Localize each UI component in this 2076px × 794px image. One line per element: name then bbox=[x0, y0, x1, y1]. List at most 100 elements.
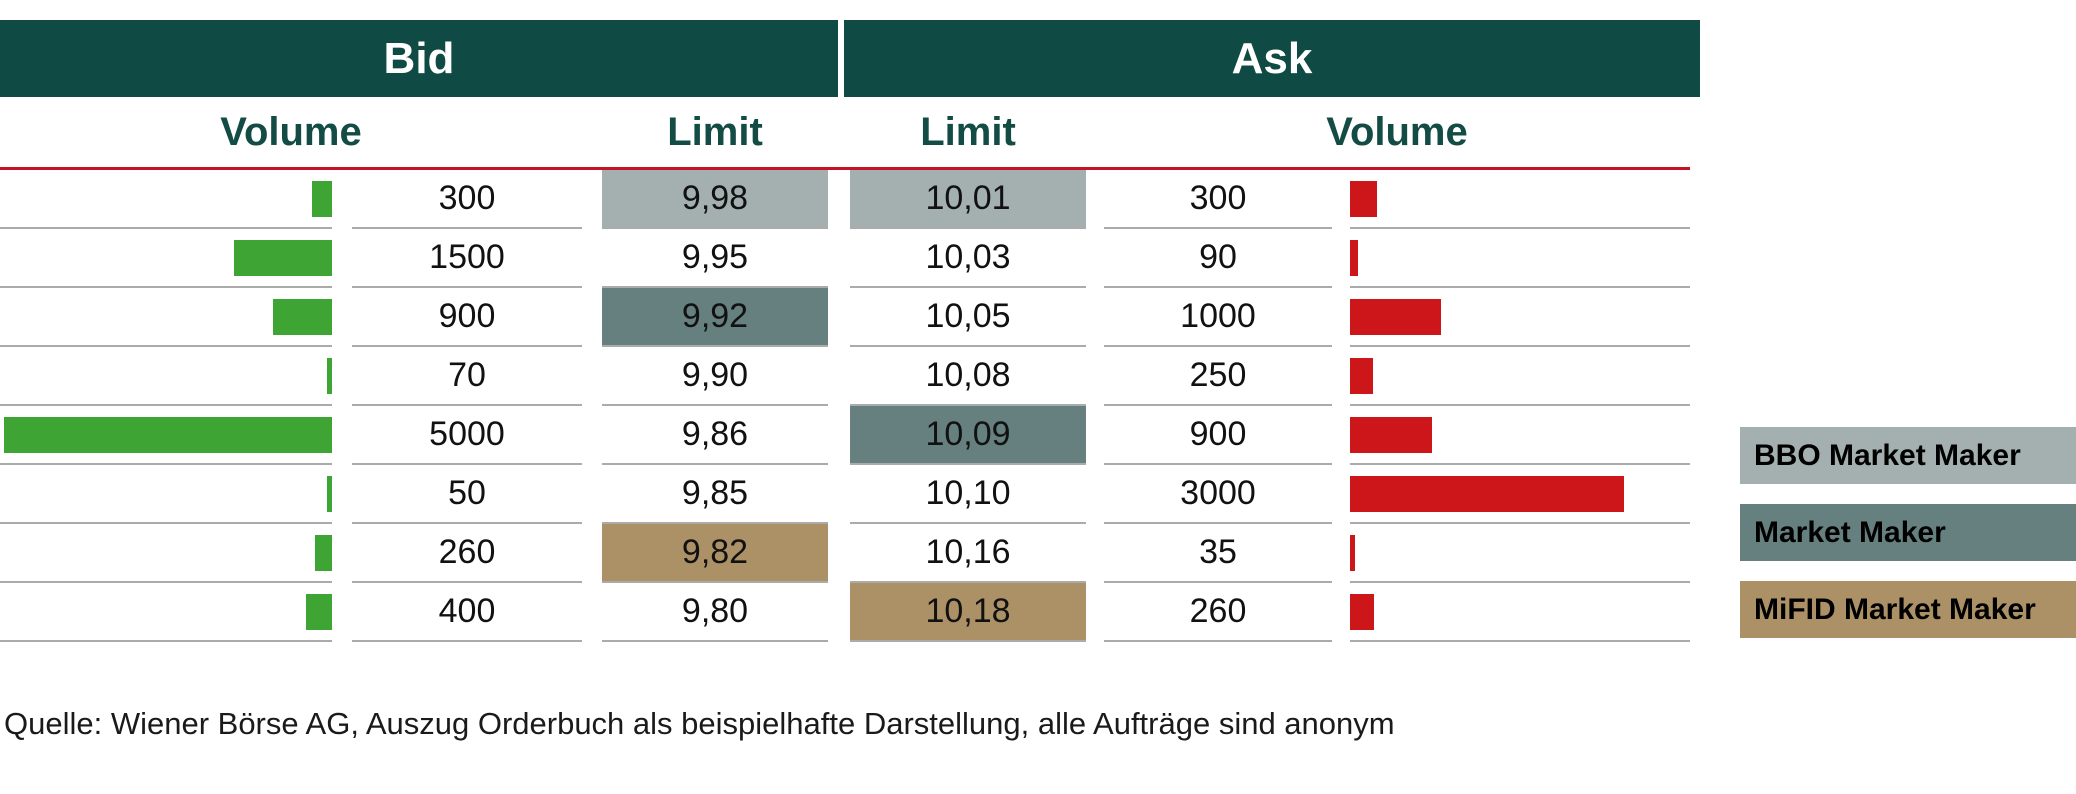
bid-limit-text: 9,95 bbox=[681, 238, 749, 276]
ask-volume-value: 260 bbox=[1104, 583, 1332, 642]
bid-limit-cell: 9,80 bbox=[602, 583, 828, 642]
ask-volume-bar-cell bbox=[1350, 170, 1690, 229]
ask-volume-bar bbox=[1350, 534, 1355, 571]
ask-volume-bar bbox=[1350, 298, 1441, 335]
ask-limit-cell: 10,01 bbox=[850, 170, 1086, 229]
bid-volume-value: 1500 bbox=[352, 229, 582, 288]
market-maker-legend: BBO Market Maker Market Maker MiFID Market… bbox=[1740, 427, 2076, 658]
ask-header-label: Ask bbox=[1231, 33, 1313, 83]
ask-limit-cell: 10,05 bbox=[850, 288, 1086, 347]
ask-volume-bar bbox=[1350, 593, 1374, 630]
legend-item-mifid: MiFID Market Maker bbox=[1740, 581, 2076, 638]
bid-volume-text: 70 bbox=[448, 356, 486, 394]
ask-volume-value: 3000 bbox=[1104, 465, 1332, 524]
legend-label-bbo: BBO Market Maker bbox=[1754, 438, 2021, 472]
ask-limit-text: 10,18 bbox=[925, 592, 1011, 630]
bid-limit-text: 9,86 bbox=[681, 415, 749, 453]
bid-volume-bar bbox=[306, 593, 332, 630]
ask-limit-cell: 10,08 bbox=[850, 347, 1086, 406]
bid-volume-text: 300 bbox=[438, 179, 496, 217]
bid-volume-bar bbox=[315, 534, 332, 571]
bid-limit-cell: 9,90 bbox=[602, 347, 828, 406]
ask-limit-text: 10,03 bbox=[925, 238, 1011, 276]
bid-limit-text: 9,98 bbox=[681, 179, 749, 217]
bid-volume-text: 900 bbox=[438, 297, 496, 335]
bid-header-bar: Bid bbox=[0, 20, 838, 97]
bid-volume-text: 260 bbox=[438, 533, 496, 571]
bid-volume-value: 400 bbox=[352, 583, 582, 642]
bid-volume-bar-cell bbox=[0, 583, 332, 642]
ask-volume-bar bbox=[1350, 475, 1624, 512]
orderbook-row: 1500 9,95 10,03 90 bbox=[0, 229, 1700, 288]
ask-limit-cell: 10,09 bbox=[850, 406, 1086, 465]
orderbook-table: Bid Ask Volume Limit Limit Volume 300 9,9… bbox=[0, 20, 1700, 642]
orderbook-row: 5000 9,86 10,09 900 bbox=[0, 406, 1700, 465]
bid-volume-bar-cell bbox=[0, 406, 332, 465]
legend-item-mm: Market Maker bbox=[1740, 504, 2076, 561]
bid-limit-cell: 9,95 bbox=[602, 229, 828, 288]
ask-limit-column-header: Limit bbox=[920, 109, 1016, 154]
orderbook-row: 50 9,85 10,10 3000 bbox=[0, 465, 1700, 524]
ask-volume-text: 260 bbox=[1189, 592, 1247, 630]
ask-volume-bar-cell bbox=[1350, 229, 1690, 288]
bid-limit-cell: 9,82 bbox=[602, 524, 828, 583]
bid-volume-text: 400 bbox=[438, 592, 496, 630]
bid-volume-bar bbox=[312, 180, 332, 217]
ask-limit-cell: 10,10 bbox=[850, 465, 1086, 524]
ask-volume-text: 35 bbox=[1199, 533, 1237, 571]
ask-volume-bar-cell bbox=[1350, 465, 1690, 524]
orderbook-header: Bid Ask bbox=[0, 20, 1700, 97]
red-divider-line bbox=[0, 167, 1690, 170]
ask-volume-bar-cell bbox=[1350, 524, 1690, 583]
bid-volume-value: 5000 bbox=[352, 406, 582, 465]
legend-item-bbo: BBO Market Maker bbox=[1740, 427, 2076, 484]
ask-volume-text: 3000 bbox=[1180, 474, 1256, 512]
ask-limit-cell: 10,16 bbox=[850, 524, 1086, 583]
ask-volume-text: 300 bbox=[1189, 179, 1247, 217]
orderbook-subheader: Volume Limit Limit Volume bbox=[0, 97, 1700, 167]
bid-volume-bar bbox=[327, 475, 332, 512]
bid-volume-bar-cell bbox=[0, 170, 332, 229]
orderbook-row: 260 9,82 10,16 35 bbox=[0, 524, 1700, 583]
source-note: Quelle: Wiener Börse AG, Auszug Orderbuc… bbox=[4, 706, 1395, 741]
ask-volume-bar-cell bbox=[1350, 406, 1690, 465]
ask-volume-text: 90 bbox=[1199, 238, 1237, 276]
ask-limit-cell: 10,03 bbox=[850, 229, 1086, 288]
bid-limit-text: 9,92 bbox=[681, 297, 749, 335]
ask-volume-value: 900 bbox=[1104, 406, 1332, 465]
ask-volume-bar-cell bbox=[1350, 288, 1690, 347]
bid-volume-bar-cell bbox=[0, 465, 332, 524]
ask-volume-bar bbox=[1350, 180, 1377, 217]
bid-volume-bar bbox=[273, 298, 332, 335]
bid-volume-value: 900 bbox=[352, 288, 582, 347]
bid-limit-text: 9,90 bbox=[681, 356, 749, 394]
ask-volume-text: 250 bbox=[1189, 356, 1247, 394]
bid-volume-bar-cell bbox=[0, 229, 332, 288]
ask-volume-value: 35 bbox=[1104, 524, 1332, 583]
ask-limit-text: 10,10 bbox=[925, 474, 1011, 512]
ask-volume-column-header: Volume bbox=[1326, 109, 1468, 154]
ask-limit-text: 10,09 bbox=[925, 415, 1011, 453]
bid-header-label: Bid bbox=[383, 33, 455, 83]
bid-limit-text: 9,85 bbox=[681, 474, 749, 512]
orderbook-row: 400 9,80 10,18 260 bbox=[0, 583, 1700, 642]
ask-volume-bar bbox=[1350, 357, 1373, 394]
ask-volume-bar-cell bbox=[1350, 583, 1690, 642]
ask-limit-text: 10,01 bbox=[925, 179, 1011, 217]
ask-volume-value: 300 bbox=[1104, 170, 1332, 229]
orderbook-rows: 300 9,98 10,01 300 1500 9,95 10,03 90 900 9,92 10,… bbox=[0, 170, 1700, 642]
bid-limit-cell: 9,92 bbox=[602, 288, 828, 347]
ask-volume-value: 1000 bbox=[1104, 288, 1332, 347]
bid-volume-bar-cell bbox=[0, 524, 332, 583]
bid-limit-cell: 9,98 bbox=[602, 170, 828, 229]
bid-volume-bar-cell bbox=[0, 288, 332, 347]
ask-header-bar: Ask bbox=[844, 20, 1700, 97]
bid-limit-cell: 9,86 bbox=[602, 406, 828, 465]
ask-limit-text: 10,16 bbox=[925, 533, 1011, 571]
bid-volume-text: 50 bbox=[448, 474, 486, 512]
legend-label-mm: Market Maker bbox=[1754, 515, 1946, 549]
ask-volume-value: 90 bbox=[1104, 229, 1332, 288]
bid-volume-value: 300 bbox=[352, 170, 582, 229]
orderbook-row: 70 9,90 10,08 250 bbox=[0, 347, 1700, 406]
bid-limit-column-header: Limit bbox=[667, 109, 763, 154]
